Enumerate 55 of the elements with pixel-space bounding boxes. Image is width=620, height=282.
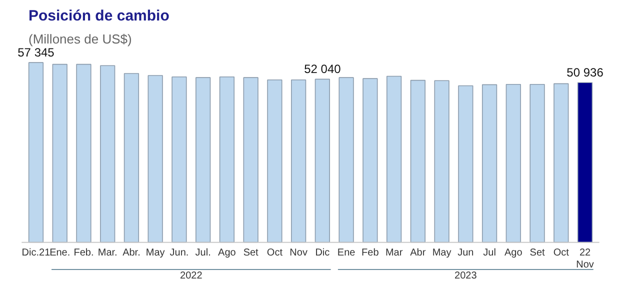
x-tick-label: Oct — [266, 247, 283, 258]
x-tick-label: Jun. — [170, 247, 189, 258]
x-tick-label: May — [146, 247, 165, 258]
bar — [338, 77, 354, 243]
bar — [28, 62, 44, 243]
x-tick-label: Oct — [553, 247, 570, 258]
data-label: 50 936 — [566, 66, 604, 80]
bar — [482, 84, 498, 243]
x-tick-label: Nov — [290, 247, 308, 258]
x-tick-label: Dic — [315, 247, 330, 258]
bar — [52, 64, 68, 243]
x-tick-label: Jun — [458, 247, 474, 258]
bar — [243, 77, 258, 243]
x-tick-label: Mar — [385, 247, 404, 258]
x-tick-label: Feb. — [74, 247, 94, 258]
x-tick-label: Feb — [362, 247, 380, 258]
x-tick-label: Mar. — [98, 247, 118, 258]
bar — [506, 84, 521, 243]
x-tick-label: Ago — [504, 247, 523, 258]
bar — [577, 82, 593, 243]
x-tick-label: Set — [530, 247, 545, 258]
x-tick-label: Ene. — [50, 247, 70, 258]
bar — [458, 85, 474, 243]
text: 2023 — [454, 270, 478, 282]
bar — [100, 65, 116, 243]
x-tick-label: May — [432, 247, 452, 258]
x-tick-label: Jul — [483, 247, 496, 258]
bar — [267, 79, 282, 243]
bar — [434, 80, 450, 243]
bar — [386, 76, 402, 243]
bar — [76, 64, 92, 243]
bar — [148, 75, 163, 243]
x-tick-label: 22 Nov — [576, 247, 594, 270]
bar — [124, 73, 140, 243]
data-label: 52 040 — [304, 62, 342, 76]
chart-title: Posición de cambio — [28, 8, 170, 24]
text: 2022 — [180, 270, 203, 282]
bar — [314, 78, 330, 243]
x-tick-label: Abr. — [122, 247, 140, 258]
x-tick-label: Jul. — [195, 247, 211, 258]
bar — [219, 76, 235, 243]
x-tick-label: Dic.21 — [22, 247, 51, 258]
x-tick-label: Ago — [218, 247, 236, 258]
chart-subtitle: (Millones de US$) — [28, 32, 132, 46]
bar — [530, 84, 545, 243]
data-label: 57 345 — [18, 46, 55, 60]
bar — [554, 83, 569, 243]
bar — [362, 78, 378, 243]
bar — [410, 80, 426, 243]
x-tick-label: Ene — [337, 247, 356, 258]
bar — [196, 77, 211, 243]
x-tick-label: Abr — [410, 247, 426, 258]
x-tick-label: Set — [243, 247, 259, 258]
bar — [291, 79, 306, 243]
bar — [172, 76, 187, 243]
